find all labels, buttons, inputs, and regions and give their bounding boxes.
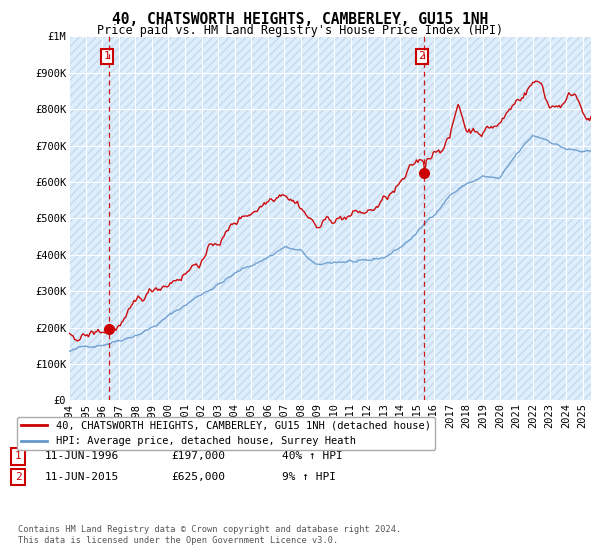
Text: £625,000: £625,000 [171, 472, 225, 482]
Text: £197,000: £197,000 [171, 451, 225, 461]
Text: 40, CHATSWORTH HEIGHTS, CAMBERLEY, GU15 1NH: 40, CHATSWORTH HEIGHTS, CAMBERLEY, GU15 … [112, 12, 488, 27]
Text: 40% ↑ HPI: 40% ↑ HPI [282, 451, 343, 461]
Text: 9% ↑ HPI: 9% ↑ HPI [282, 472, 336, 482]
Text: Price paid vs. HM Land Registry's House Price Index (HPI): Price paid vs. HM Land Registry's House … [97, 24, 503, 37]
Text: 1: 1 [104, 52, 110, 62]
Text: 11-JUN-1996: 11-JUN-1996 [45, 451, 119, 461]
Text: 2: 2 [418, 52, 425, 62]
Text: 2: 2 [14, 472, 22, 482]
Text: 11-JUN-2015: 11-JUN-2015 [45, 472, 119, 482]
Text: 1: 1 [14, 451, 22, 461]
Legend: 40, CHATSWORTH HEIGHTS, CAMBERLEY, GU15 1NH (detached house), HPI: Average price: 40, CHATSWORTH HEIGHTS, CAMBERLEY, GU15 … [17, 417, 435, 450]
Text: Contains HM Land Registry data © Crown copyright and database right 2024.
This d: Contains HM Land Registry data © Crown c… [18, 525, 401, 545]
